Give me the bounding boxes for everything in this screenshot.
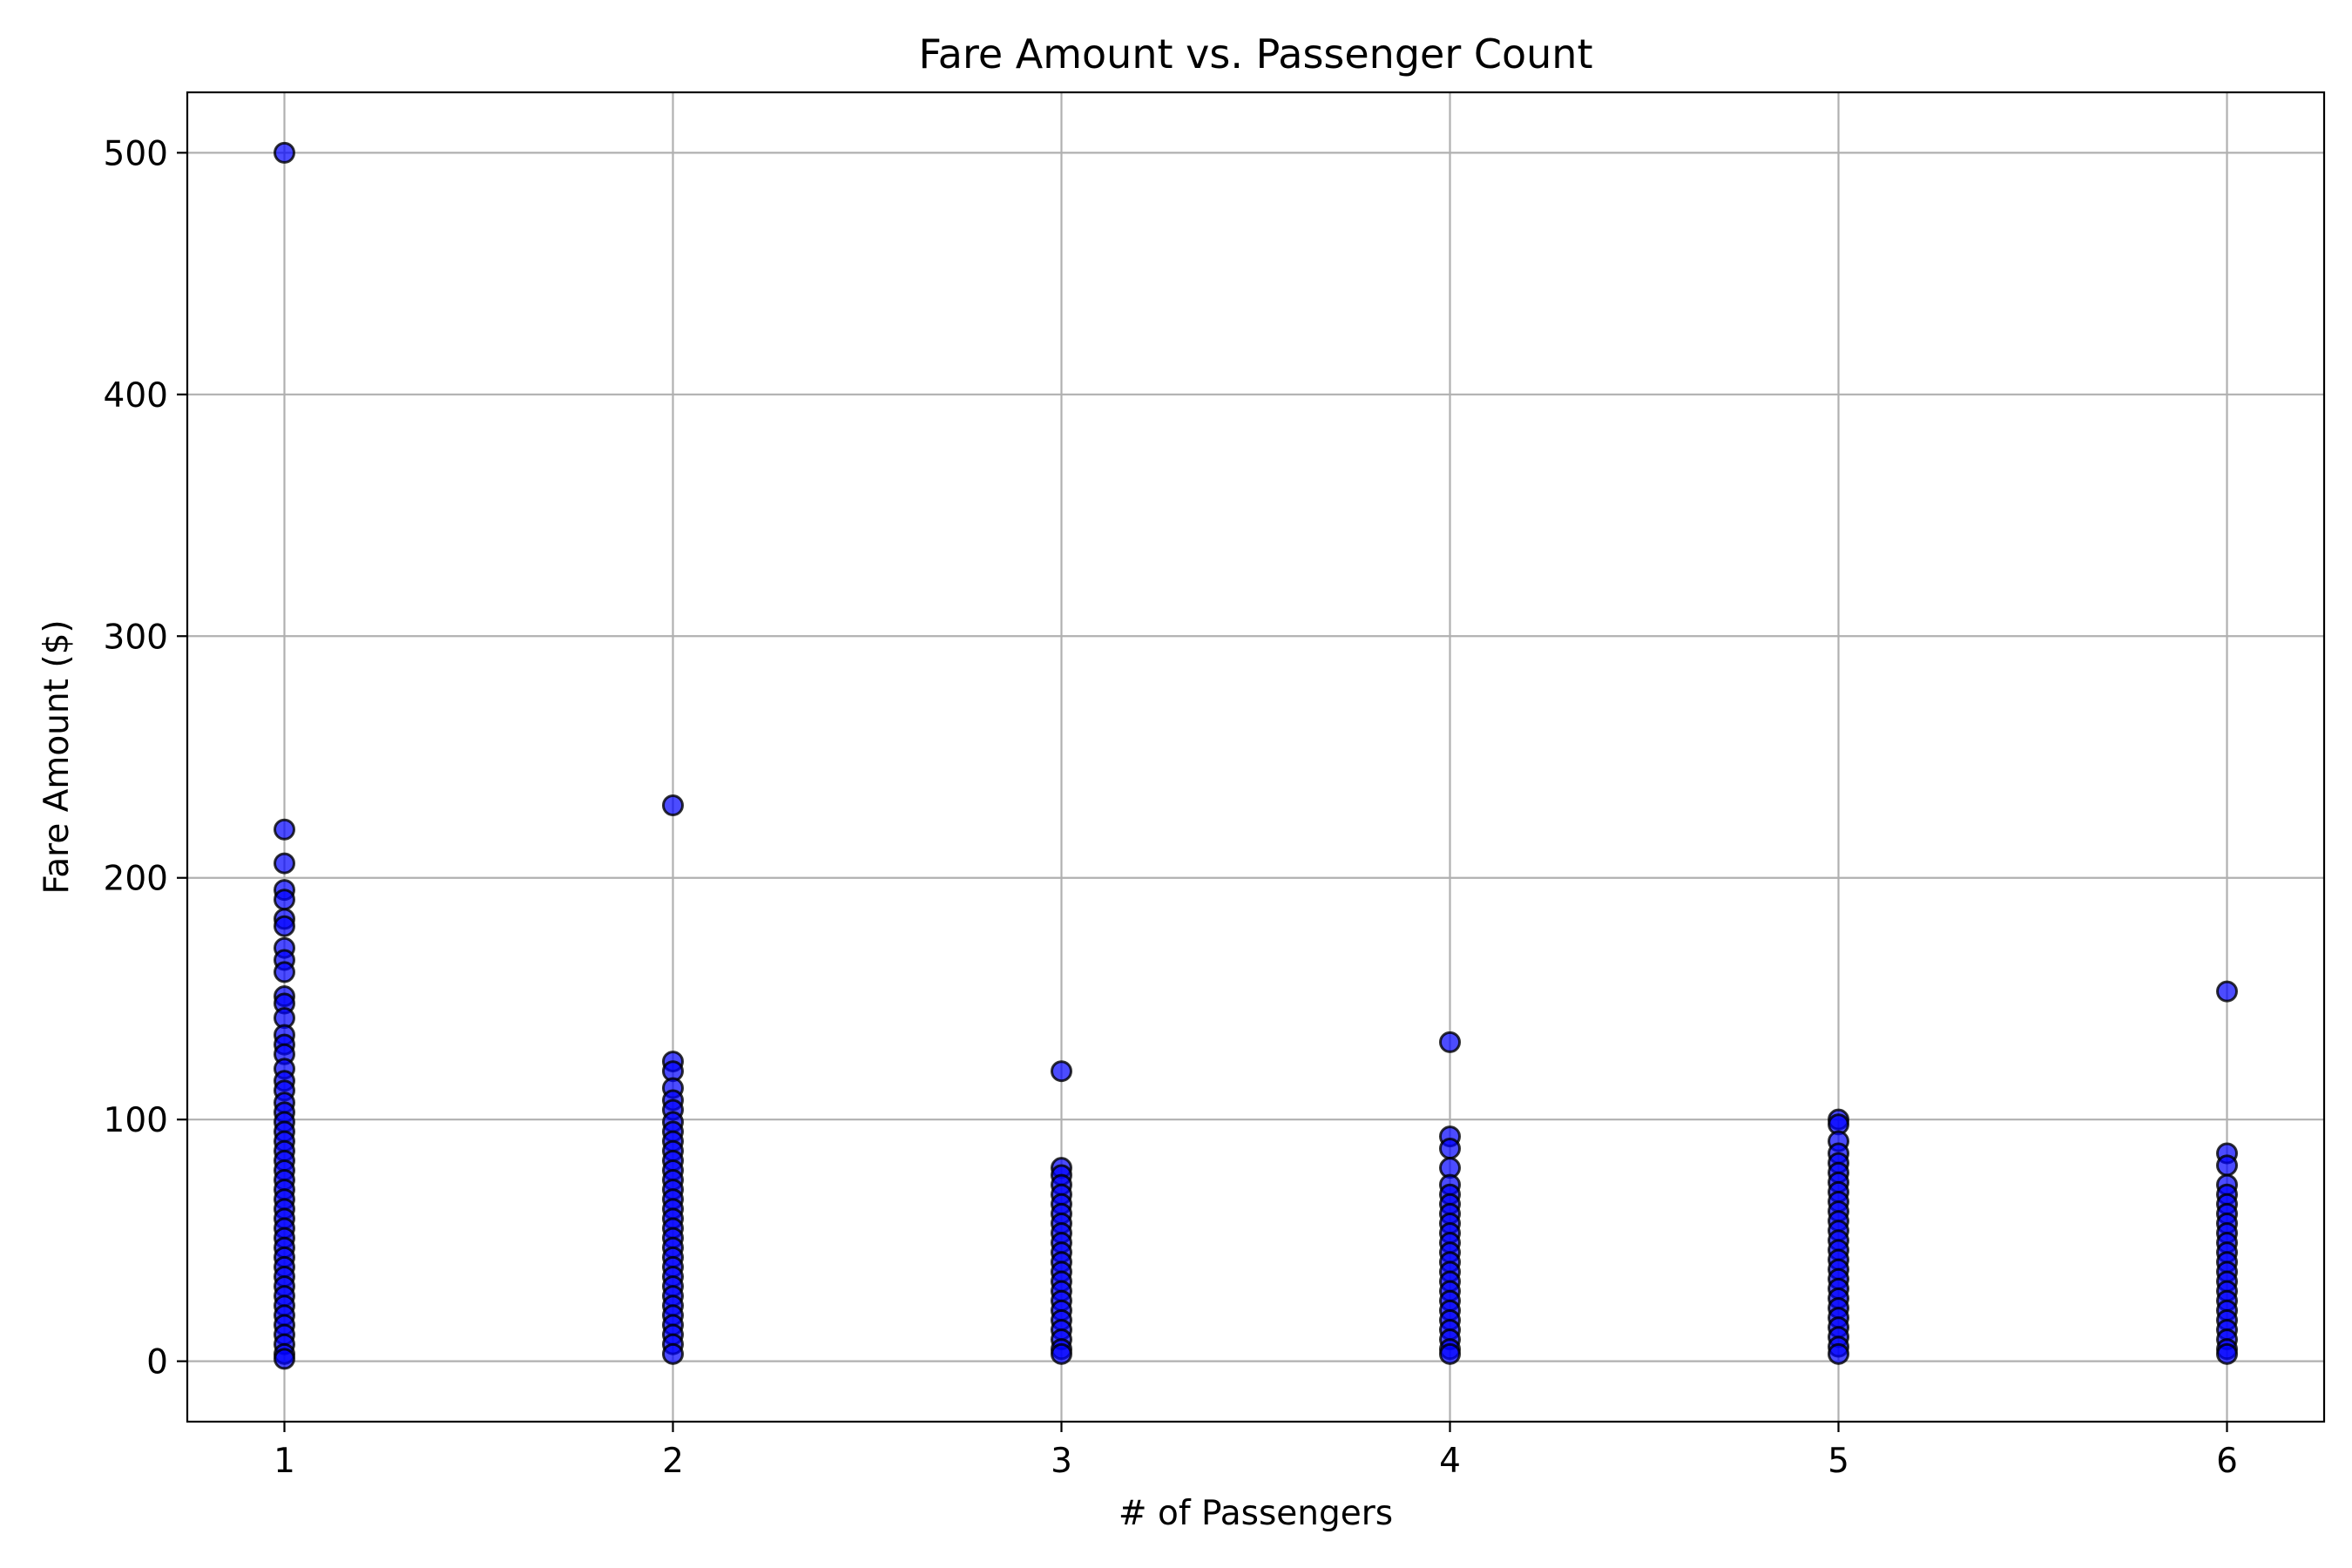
x-tick-label: 5 [1828, 1442, 1849, 1481]
y-tick-label: 0 [146, 1343, 168, 1382]
scatter-point [274, 889, 295, 911]
x-tick-label: 1 [274, 1442, 295, 1481]
scatter-point [662, 1342, 684, 1365]
scatter-point [274, 961, 295, 983]
y-tick-label: 400 [104, 376, 168, 416]
y-tick-label: 500 [104, 134, 168, 173]
x-tick-label: 4 [1439, 1442, 1461, 1481]
axis-ticks: 1 2 3 4 5 6 0 100 200 300 400 500 [104, 134, 2238, 1481]
scatter-point [274, 1348, 295, 1370]
scatter-point [274, 818, 295, 841]
scatter-point [2216, 980, 2238, 1003]
data-points [274, 141, 2238, 1370]
scatter-point [2216, 1342, 2238, 1365]
x-axis-label: # of Passengers [1119, 1494, 1393, 1533]
y-tick-label: 300 [104, 618, 168, 657]
scatter-point [1051, 1342, 1072, 1365]
scatter-point [1439, 1031, 1461, 1053]
scatter-point [274, 915, 295, 937]
chart-title: Fare Amount vs. Passenger Count [919, 30, 1593, 78]
scatter-point [274, 852, 295, 875]
scatter-point [2216, 1154, 2238, 1177]
y-tick-label: 200 [104, 860, 168, 899]
x-tick-label: 6 [2216, 1442, 2238, 1481]
scatter-point [1051, 1060, 1072, 1083]
scatter-point [1828, 1342, 1849, 1365]
x-tick-label: 2 [662, 1442, 684, 1481]
y-axis-label: Fare Amount ($) [37, 619, 77, 894]
y-tick-label: 100 [104, 1101, 168, 1140]
scatter-point [1439, 1342, 1461, 1365]
scatter-point [1439, 1137, 1461, 1159]
scatter-point [274, 141, 295, 164]
x-tick-label: 3 [1051, 1442, 1072, 1481]
scatter-point [662, 794, 684, 816]
grid-layer [187, 92, 2324, 1422]
plot-area-frame [186, 91, 2326, 1423]
